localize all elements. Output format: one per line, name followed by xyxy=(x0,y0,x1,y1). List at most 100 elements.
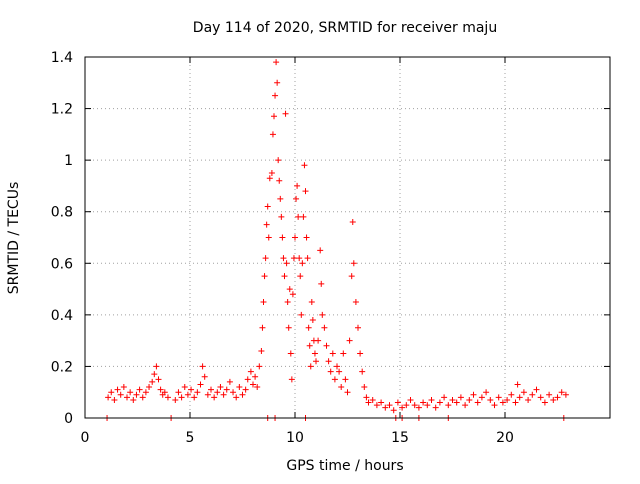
data-point xyxy=(562,391,569,398)
y-tick-label: 0.2 xyxy=(51,359,73,375)
data-point xyxy=(331,376,338,383)
data-point xyxy=(230,389,237,396)
data-point xyxy=(529,391,536,398)
data-point xyxy=(357,350,364,357)
data-point xyxy=(153,363,160,370)
data-point xyxy=(295,213,302,220)
data-point xyxy=(271,113,277,120)
data-point xyxy=(550,396,557,403)
data-point xyxy=(508,391,515,398)
data-point xyxy=(533,386,540,393)
data-point xyxy=(323,342,330,349)
data-points xyxy=(104,59,569,421)
data-point xyxy=(411,402,418,409)
data-point xyxy=(441,394,448,401)
data-point xyxy=(242,386,249,393)
data-point xyxy=(280,255,287,262)
data-point xyxy=(278,213,285,220)
data-point xyxy=(263,221,270,228)
data-point xyxy=(491,402,498,409)
data-point xyxy=(258,347,265,354)
data-point xyxy=(495,394,502,401)
data-point xyxy=(325,358,332,365)
data-point xyxy=(520,389,527,396)
data-point xyxy=(175,389,182,396)
data-point xyxy=(172,396,179,403)
data-point xyxy=(157,386,164,393)
data-point xyxy=(340,350,347,357)
data-point xyxy=(117,391,124,398)
data-point xyxy=(470,391,477,398)
data-point xyxy=(300,213,307,220)
data-point xyxy=(350,260,357,267)
data-point xyxy=(256,363,263,370)
data-point xyxy=(261,273,268,280)
data-point xyxy=(483,389,490,396)
data-point xyxy=(457,394,464,401)
data-point xyxy=(191,394,198,401)
data-point xyxy=(344,389,351,396)
data-point xyxy=(399,404,406,411)
data-point xyxy=(294,182,301,189)
data-point xyxy=(327,368,334,375)
data-point xyxy=(194,389,201,396)
data-point xyxy=(403,402,410,409)
data-point xyxy=(236,384,243,391)
data-point xyxy=(114,386,121,393)
data-point xyxy=(233,394,240,401)
data-point xyxy=(276,177,283,184)
data-point xyxy=(204,391,211,398)
data-point xyxy=(424,402,431,409)
data-point xyxy=(269,131,276,138)
data-point xyxy=(290,255,297,262)
data-point xyxy=(365,399,372,406)
data-point xyxy=(133,391,140,398)
data-point xyxy=(259,324,266,331)
data-point xyxy=(318,280,325,287)
data-point xyxy=(285,324,292,331)
data-point xyxy=(546,391,553,398)
chart-title: Day 114 of 2020, SRMTID for receiver maj… xyxy=(193,20,497,36)
data-point xyxy=(445,402,452,409)
x-tick-label: 0 xyxy=(81,430,90,446)
axis-ticks: 0 5 10 15 20 0 0.2 0.4 0.6 0.8 1 1.2 1.4 xyxy=(51,50,610,446)
data-point xyxy=(309,317,316,324)
data-point xyxy=(283,260,290,267)
data-point xyxy=(428,396,435,403)
data-point xyxy=(453,399,460,406)
data-point xyxy=(250,381,256,388)
data-point xyxy=(108,389,115,396)
data-point xyxy=(512,399,519,406)
data-point xyxy=(329,350,336,357)
data-point xyxy=(161,389,168,396)
data-point xyxy=(355,324,361,331)
data-point xyxy=(105,394,112,401)
data-point xyxy=(336,368,343,375)
data-point xyxy=(317,247,324,254)
data-point xyxy=(220,391,227,398)
data-point xyxy=(288,376,295,383)
data-point xyxy=(265,234,272,241)
data-point xyxy=(541,399,548,406)
data-point xyxy=(504,396,511,403)
data-point xyxy=(223,386,230,393)
data-point xyxy=(292,234,298,241)
data-point xyxy=(181,384,188,391)
data-point xyxy=(415,404,422,411)
data-point xyxy=(373,402,380,409)
data-point xyxy=(297,273,304,280)
data-point xyxy=(279,234,286,241)
data-point xyxy=(308,298,315,305)
data-point xyxy=(124,394,130,401)
data-point xyxy=(407,396,414,403)
data-point xyxy=(313,358,319,365)
data-point xyxy=(289,291,296,298)
data-point xyxy=(369,396,376,403)
data-point xyxy=(287,350,294,357)
data-point xyxy=(272,92,279,99)
data-point xyxy=(394,399,401,406)
x-tick-label: 10 xyxy=(286,430,304,446)
data-point xyxy=(363,394,370,401)
data-point xyxy=(305,324,312,331)
